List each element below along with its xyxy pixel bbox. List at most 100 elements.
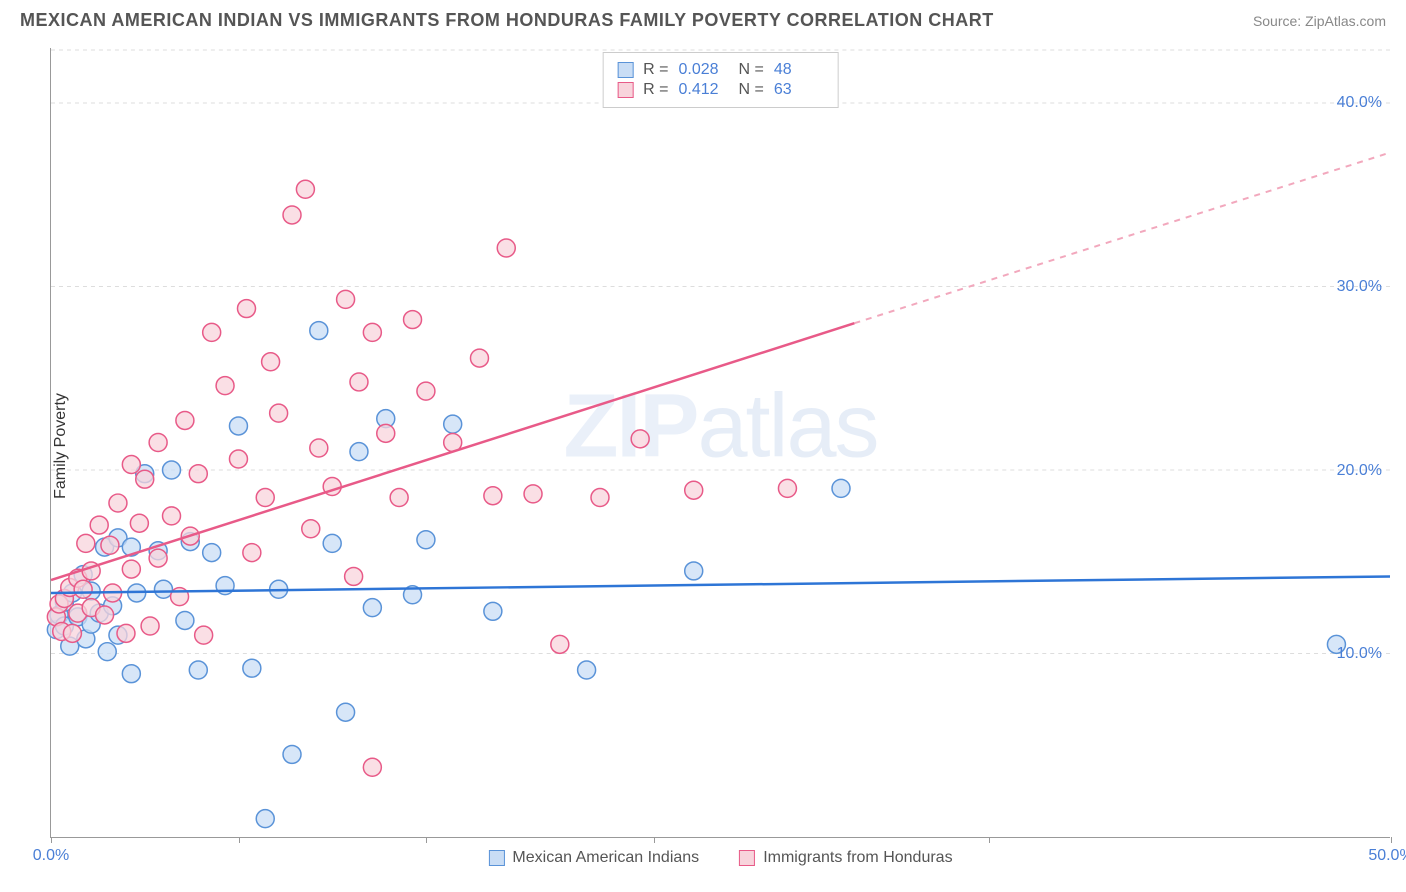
- y-tick-label: 20.0%: [1337, 462, 1382, 480]
- data-point: [497, 239, 515, 257]
- data-point: [256, 810, 274, 828]
- data-point: [149, 434, 167, 452]
- n-value-2: 63: [774, 81, 824, 99]
- x-tick-label: 0.0%: [33, 847, 69, 865]
- data-point: [238, 300, 256, 318]
- data-point: [195, 626, 213, 644]
- data-point: [363, 758, 381, 776]
- swatch-series-2-bottom: [739, 850, 755, 866]
- x-tick: [51, 837, 52, 843]
- y-tick-label: 30.0%: [1337, 278, 1382, 296]
- data-point: [350, 373, 368, 391]
- data-point: [484, 602, 502, 620]
- data-point: [296, 180, 314, 198]
- chart-plot-area: ZIPatlas R = 0.028 N = 48 R = 0.412 N = …: [50, 48, 1390, 838]
- data-point: [363, 323, 381, 341]
- x-tick: [989, 837, 990, 843]
- data-point: [302, 520, 320, 538]
- data-point: [74, 580, 92, 598]
- data-point: [484, 487, 502, 505]
- data-point: [631, 430, 649, 448]
- n-label: N =: [739, 81, 764, 99]
- data-point: [778, 479, 796, 497]
- legend-stats-row-2: R = 0.412 N = 63: [617, 81, 824, 99]
- data-point: [832, 479, 850, 497]
- r-value-2: 0.412: [679, 81, 729, 99]
- data-point: [176, 611, 194, 629]
- data-point: [417, 382, 435, 400]
- data-point: [578, 661, 596, 679]
- data-point: [591, 489, 609, 507]
- scatter-svg: [51, 48, 1390, 837]
- trend-line: [51, 576, 1390, 593]
- data-point: [323, 534, 341, 552]
- source-label: Source: ZipAtlas.com: [1253, 13, 1386, 29]
- data-point: [283, 745, 301, 763]
- legend-label-1: Mexican American Indians: [512, 849, 699, 867]
- data-point: [163, 507, 181, 525]
- x-tick: [426, 837, 427, 843]
- r-label: R =: [643, 81, 668, 99]
- data-point: [363, 599, 381, 617]
- data-point: [176, 411, 194, 429]
- data-point: [189, 661, 207, 679]
- data-point: [229, 417, 247, 435]
- data-point: [122, 665, 140, 683]
- legend-series: Mexican American Indians Immigrants from…: [488, 849, 952, 867]
- data-point: [310, 322, 328, 340]
- data-point: [256, 489, 274, 507]
- legend-item-2: Immigrants from Honduras: [739, 849, 952, 867]
- data-point: [337, 290, 355, 308]
- y-tick-label: 10.0%: [1337, 645, 1382, 663]
- data-point: [77, 534, 95, 552]
- y-tick-label: 40.0%: [1337, 94, 1382, 112]
- data-point: [417, 531, 435, 549]
- data-point: [377, 424, 395, 442]
- data-point: [524, 485, 542, 503]
- data-point: [149, 549, 167, 567]
- x-tick: [1391, 837, 1392, 843]
- data-point: [122, 560, 140, 578]
- legend-label-2: Immigrants from Honduras: [763, 849, 952, 867]
- data-point: [551, 635, 569, 653]
- data-point: [345, 567, 363, 585]
- trend-line: [51, 323, 854, 580]
- chart-title: MEXICAN AMERICAN INDIAN VS IMMIGRANTS FR…: [20, 10, 994, 31]
- data-point: [163, 461, 181, 479]
- data-point: [109, 494, 127, 512]
- x-tick: [239, 837, 240, 843]
- data-point: [122, 456, 140, 474]
- data-point: [216, 377, 234, 395]
- data-point: [203, 323, 221, 341]
- data-point: [101, 536, 119, 554]
- data-point: [404, 311, 422, 329]
- data-point: [63, 624, 81, 642]
- data-point: [310, 439, 328, 457]
- r-label: R =: [643, 61, 668, 79]
- n-value-1: 48: [774, 61, 824, 79]
- swatch-series-1: [617, 62, 633, 78]
- data-point: [270, 404, 288, 422]
- data-point: [96, 606, 114, 624]
- legend-stats-box: R = 0.028 N = 48 R = 0.412 N = 63: [602, 52, 839, 108]
- data-point: [283, 206, 301, 224]
- n-label: N =: [739, 61, 764, 79]
- data-point: [98, 643, 116, 661]
- legend-item-1: Mexican American Indians: [488, 849, 699, 867]
- data-point: [117, 624, 135, 642]
- r-value-1: 0.028: [679, 61, 729, 79]
- data-point: [90, 516, 108, 534]
- data-point: [136, 470, 154, 488]
- data-point: [141, 617, 159, 635]
- data-point: [470, 349, 488, 367]
- data-point: [203, 544, 221, 562]
- title-bar: MEXICAN AMERICAN INDIAN VS IMMIGRANTS FR…: [0, 0, 1406, 39]
- trend-line-extrapolated: [854, 153, 1390, 324]
- x-tick-label: 50.0%: [1368, 847, 1406, 865]
- data-point: [685, 481, 703, 499]
- data-point: [685, 562, 703, 580]
- data-point: [130, 514, 148, 532]
- data-point: [189, 465, 207, 483]
- data-point: [154, 580, 172, 598]
- data-point: [229, 450, 247, 468]
